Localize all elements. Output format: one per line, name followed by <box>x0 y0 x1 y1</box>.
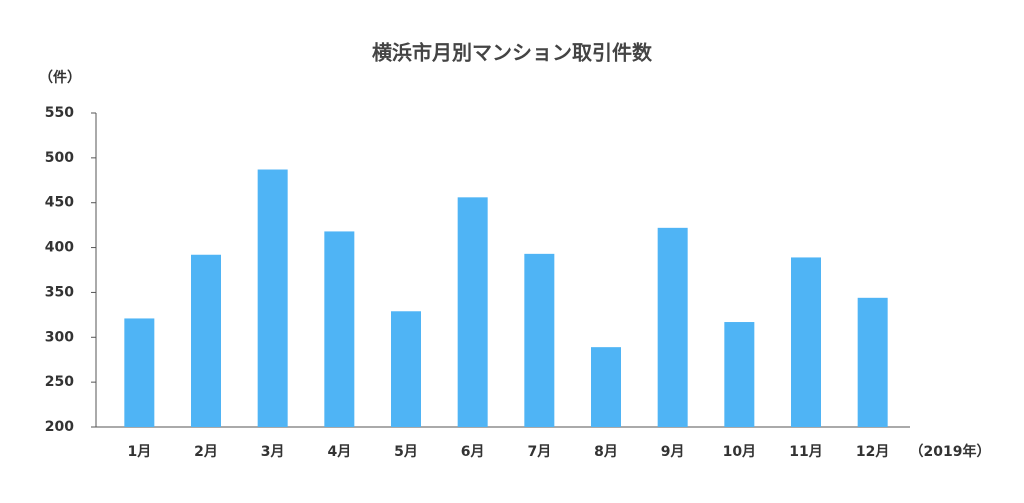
x-tick-label: 10月 <box>723 444 756 460</box>
chart-title: 横浜市月別マンション取引件数 <box>372 41 653 65</box>
bar <box>324 231 355 427</box>
bar <box>457 197 488 427</box>
y-tick-label: 500 <box>45 150 74 166</box>
y-tick-label: 550 <box>45 105 74 121</box>
x-tick-label: 2月 <box>194 444 218 460</box>
bar <box>791 257 821 427</box>
bar <box>391 311 421 427</box>
y-tick-label: 400 <box>45 240 74 256</box>
x-tick-label: 8月 <box>594 444 618 460</box>
bar <box>857 297 888 427</box>
bar <box>191 254 221 427</box>
x-tick-label: 12月 <box>856 444 889 460</box>
y-tick-label: 350 <box>45 284 74 300</box>
y-tick-label: 250 <box>45 374 74 390</box>
x-tick-label: 5月 <box>394 444 418 460</box>
y-tick-label: 200 <box>45 419 74 435</box>
bar <box>591 347 621 427</box>
bar <box>257 169 288 427</box>
bar <box>124 318 155 427</box>
x-tick-label: 1月 <box>127 444 151 460</box>
x-tick-label: 6月 <box>461 444 485 460</box>
x-tick-label: 4月 <box>327 444 351 460</box>
x-tick-label: 7月 <box>527 444 551 460</box>
x-tick-label: 11月 <box>789 444 822 460</box>
x-tick-label: 3月 <box>261 444 285 460</box>
bar <box>524 253 555 427</box>
y-tick-label: 450 <box>45 195 74 211</box>
bar <box>657 227 688 427</box>
y-axis-label: （件） <box>39 69 81 86</box>
x-tick-label: 9月 <box>661 444 685 460</box>
x-axis-label: （2019年） <box>910 443 991 460</box>
bar <box>724 322 755 427</box>
y-tick-label: 300 <box>45 329 74 345</box>
